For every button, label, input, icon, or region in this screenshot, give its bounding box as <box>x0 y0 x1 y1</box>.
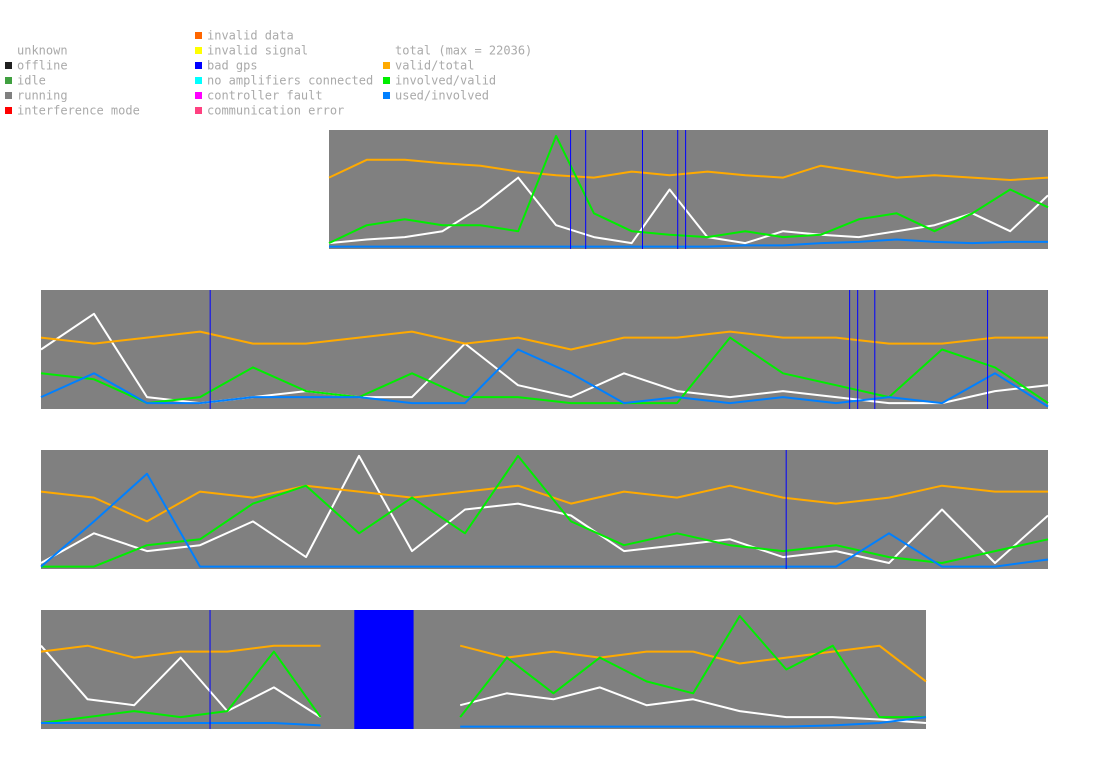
legend-swatch <box>195 62 202 69</box>
legend-label: idle <box>17 74 46 88</box>
series-line <box>328 176 1049 245</box>
series-line <box>41 454 1049 568</box>
strip <box>40 610 927 729</box>
legend-swatch <box>5 92 12 99</box>
legend-swatch <box>195 47 202 54</box>
strip <box>40 450 1049 569</box>
series-line <box>40 472 1049 568</box>
legend-label: unknown <box>17 44 68 58</box>
legend-swatch <box>195 107 202 114</box>
legend-label: total (max = 22036) <box>395 44 532 58</box>
legend-label: valid/total <box>395 59 474 73</box>
strip <box>40 290 1049 409</box>
strip-background <box>41 610 926 729</box>
legend-swatch <box>383 62 390 69</box>
legend-swatch <box>195 32 202 39</box>
series-line <box>40 330 1048 351</box>
legend-swatch <box>5 77 12 84</box>
strip <box>328 130 1049 249</box>
legend-swatch <box>195 77 202 84</box>
series-line <box>40 336 1049 405</box>
legend-swatch <box>383 77 390 84</box>
legend-label: controller fault <box>207 89 323 103</box>
series-line <box>40 454 1049 564</box>
series-line <box>40 645 927 724</box>
legend-label: no amplifiers connected <box>207 74 373 88</box>
legend-label: used/involved <box>395 89 489 103</box>
series-line <box>328 134 1049 245</box>
legend-label: interference mode <box>17 104 140 118</box>
legend-label: running <box>17 89 68 103</box>
series-line <box>40 615 926 724</box>
series-line <box>41 716 927 728</box>
bad-gps-span <box>354 610 414 729</box>
series-line <box>328 158 1049 181</box>
legend-label: invalid data <box>207 29 294 43</box>
legend-label: bad gps <box>207 59 258 73</box>
legend-label: offline <box>17 59 68 73</box>
legend-label: involved/valid <box>395 74 496 88</box>
legend-swatch <box>195 92 202 99</box>
legend-label: invalid signal <box>207 44 308 58</box>
series-line <box>40 484 1048 523</box>
series-line <box>329 238 1048 248</box>
series-line <box>40 644 927 683</box>
series-line <box>40 348 1049 408</box>
strip-background <box>41 290 1048 409</box>
legend-swatch <box>5 107 12 114</box>
legend-label: communication error <box>207 104 344 118</box>
legend-swatch <box>383 92 390 99</box>
legend-swatch <box>383 47 390 54</box>
legend-swatch <box>5 62 12 69</box>
